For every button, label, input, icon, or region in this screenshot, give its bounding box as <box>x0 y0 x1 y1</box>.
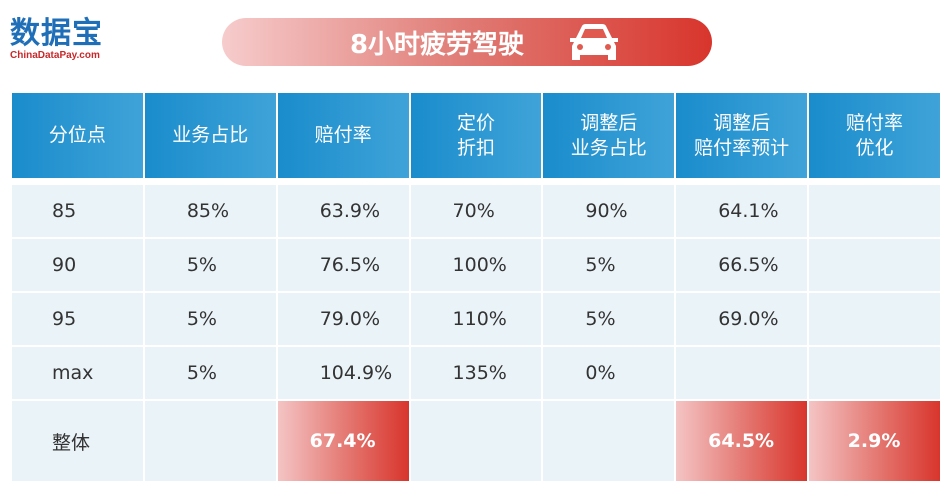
column-header: 分位点 <box>10 93 145 180</box>
table-cell: 64.1% <box>674 183 810 239</box>
table-cell <box>807 345 942 401</box>
table-row: 90 5% 76.5% 100% 5% 66.5% <box>10 237 942 293</box>
column-header: 赔付率 优化 <box>807 93 942 180</box>
table-cell <box>142 399 278 483</box>
table-cell: 5% <box>541 291 677 347</box>
table-cell: 95 <box>10 291 145 347</box>
table-cell: 5% <box>541 237 677 293</box>
table-cell: 135% <box>408 345 544 401</box>
table-cell: 110% <box>408 291 544 347</box>
highlight-cell: 64.5% <box>674 399 810 483</box>
logo-name: 数据宝 <box>10 16 103 51</box>
highlight-cell: 67.4% <box>275 399 411 483</box>
table-cell <box>541 399 677 483</box>
table-cell <box>674 345 810 401</box>
table-row: max 5% 104.9% 135% 0% <box>10 345 942 401</box>
table-cell: 104.9% <box>275 345 411 401</box>
column-header: 定价 折扣 <box>408 93 544 180</box>
table-cell: 5% <box>142 291 278 347</box>
total-row: 整体 67.4% 64.5% 2.9% <box>10 399 942 483</box>
table-cell: 5% <box>142 345 278 401</box>
table-cell: 76.5% <box>275 237 411 293</box>
car-icon <box>570 24 619 60</box>
column-header: 调整后 赔付率预计 <box>674 93 810 180</box>
table-row: 85 85% 63.9% 70% 90% 64.1% <box>10 183 942 239</box>
table-cell: 70% <box>408 183 544 239</box>
table-cell <box>408 399 544 483</box>
table-cell: 5% <box>142 237 278 293</box>
page-title: 8小时疲劳驾驶 <box>349 29 525 60</box>
table-cell: 100% <box>408 237 544 293</box>
data-table: 分位点 业务占比 赔付率 定价 折扣 调整后 业务占比 调整后 赔付率预计 赔付率 优化 8… <box>10 93 942 483</box>
header-row: 分位点 业务占比 赔付率 定价 折扣 调整后 业务占比 调整后 赔付率预计 赔付率 优化 <box>10 93 942 180</box>
highlight-cell: 2.9% <box>807 399 942 483</box>
logo: 数据宝 ChinaDataPay.com <box>10 16 103 62</box>
table-cell: 63.9% <box>275 183 411 239</box>
table-row: 95 5% 79.0% 110% 5% 69.0% <box>10 291 942 347</box>
column-header: 调整后 业务占比 <box>541 93 677 180</box>
table-cell: 85% <box>142 183 278 239</box>
column-header: 赔付率 <box>275 93 411 180</box>
table-cell <box>807 291 942 347</box>
table-cell: 90 <box>10 237 145 293</box>
table-cell <box>807 183 942 239</box>
column-header: 业务占比 <box>142 93 278 180</box>
table-cell: 69.0% <box>674 291 810 347</box>
logo-site: ChinaDataPay.com <box>10 50 100 61</box>
table-cell: 85 <box>10 183 145 239</box>
title-banner: 8小时疲劳驾驶 <box>222 18 712 66</box>
table-cell: 0% <box>541 345 677 401</box>
table-cell: 79.0% <box>275 291 411 347</box>
table-cell: max <box>10 345 145 401</box>
table-cell <box>807 237 942 293</box>
table-cell: 整体 <box>10 399 145 483</box>
table-cell: 66.5% <box>674 237 810 293</box>
table-cell: 90% <box>541 183 677 239</box>
